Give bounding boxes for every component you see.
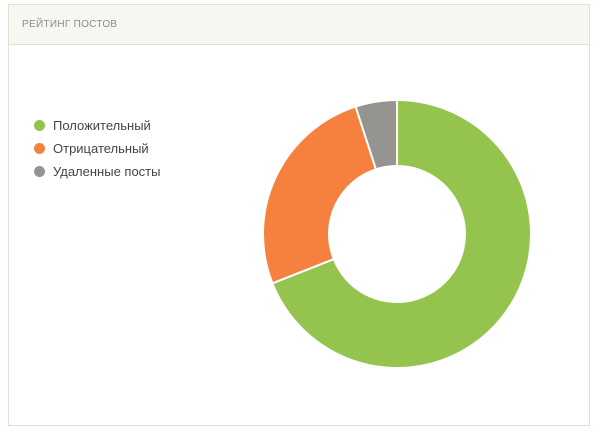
legend-label-deleted: Удаленные посты [53, 164, 161, 179]
legend-dot-positive [34, 120, 45, 131]
panel-title: РЕЙТИНГ ПОСТОВ [22, 19, 118, 30]
slice-negative[interactable] [262, 105, 378, 285]
legend-label-negative: Отрицательный [53, 141, 149, 156]
legend-label-positive: Положительный [53, 118, 151, 133]
legend-item-negative[interactable]: Отрицательный [34, 137, 161, 160]
panel-header: РЕЙТИНГ ПОСТОВ [9, 5, 589, 45]
legend-dot-negative [34, 143, 45, 154]
chart-legend: Положительный Отрицательный Удаленные по… [34, 114, 161, 183]
legend-item-deleted[interactable]: Удаленные посты [34, 160, 161, 183]
slice-deleted[interactable] [354, 98, 398, 171]
legend-item-positive[interactable]: Положительный [34, 114, 161, 137]
legend-dot-deleted [34, 166, 45, 177]
slice-positive[interactable] [271, 98, 532, 369]
